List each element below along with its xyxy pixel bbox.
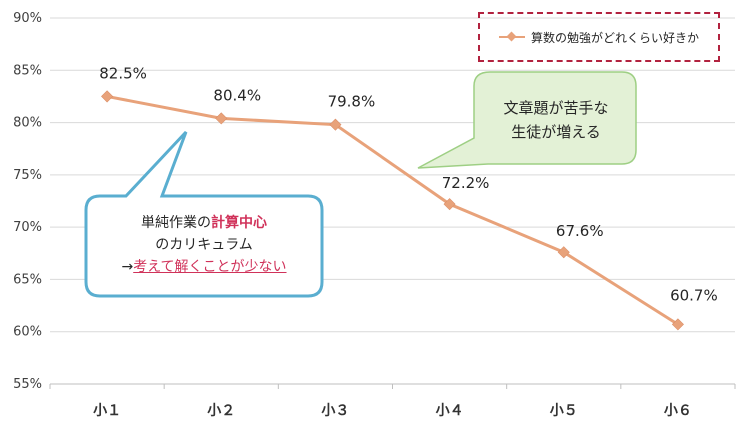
- y-axis-ticks: 55% 60% 65% 70% 75% 80% 85% 90%: [13, 11, 42, 392]
- right-callout-bubble: [417, 71, 637, 169]
- x-tick-label: 小６: [664, 403, 692, 419]
- data-label: 60.7%: [670, 286, 718, 304]
- data-point-marker: [101, 90, 114, 103]
- legend-label: 算数の勉強がどれくらい好きか: [530, 30, 699, 45]
- right-callout-line1: 文章題が苦手な: [503, 99, 609, 117]
- y-tick-label: 65%: [13, 272, 42, 287]
- underlined-text: 考えて解くことが少ない: [133, 259, 287, 275]
- left-callout-text: 単純作業の計算中心 のカリキュラム →考えて解くことが少ない: [90, 212, 318, 278]
- left-callout-line2: のカリキュラム: [155, 237, 253, 253]
- x-tick-label: 小２: [207, 403, 235, 419]
- y-tick-label: 55%: [13, 377, 42, 392]
- data-label: 80.4%: [213, 86, 261, 104]
- data-point-marker: [557, 246, 570, 259]
- y-tick-label: 85%: [13, 63, 42, 78]
- x-tick-label: 小５: [550, 403, 578, 419]
- data-point-marker: [671, 318, 684, 331]
- x-axis-ticks: 小１ 小２ 小３ 小４ 小５ 小６: [49, 384, 736, 419]
- x-tick-label: 小４: [436, 403, 464, 419]
- y-tick-label: 90%: [13, 11, 42, 26]
- series-line: [106, 94, 679, 326]
- right-callout-text: 文章題が苦手な 生徒が増える: [478, 96, 634, 144]
- highlight-text: 計算中心: [211, 215, 267, 231]
- series-markers: [101, 90, 684, 331]
- data-label: 67.6%: [556, 222, 604, 240]
- data-point-marker: [443, 198, 456, 211]
- x-tick-label: 小１: [93, 403, 121, 419]
- data-label: 72.2%: [442, 174, 490, 192]
- y-tick-label: 60%: [13, 325, 42, 340]
- right-callout-line2: 生徒が増える: [511, 123, 601, 141]
- y-tick-label: 75%: [13, 168, 42, 183]
- left-callout-bubble: [84, 130, 324, 298]
- left-callout-line3: →考えて解くことが少ない: [121, 259, 287, 275]
- data-label: 79.8%: [328, 93, 376, 111]
- data-point-marker: [329, 118, 342, 131]
- data-labels: 82.5% 80.4% 79.8% 72.2% 67.6% 60.7%: [99, 64, 717, 304]
- data-point-marker: [215, 112, 228, 125]
- legend: 算数の勉強がどれくらい好きか: [478, 12, 720, 62]
- x-tick-label: 小３: [321, 403, 349, 419]
- y-tick-label: 80%: [13, 116, 42, 131]
- left-callout-line1: 単純作業の計算中心: [141, 215, 267, 231]
- data-label: 82.5%: [99, 64, 147, 82]
- y-tick-label: 70%: [13, 220, 42, 235]
- legend-line-marker-icon: [498, 36, 525, 38]
